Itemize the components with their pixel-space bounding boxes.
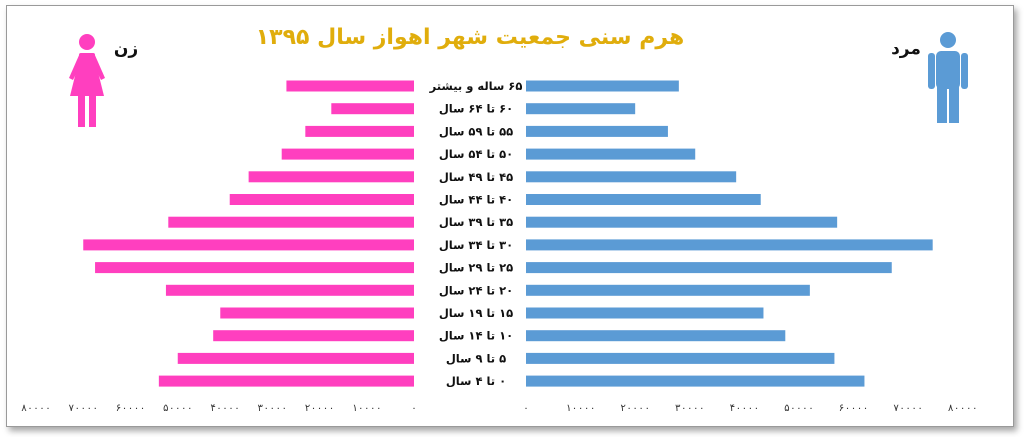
- female-bar: [83, 239, 414, 251]
- x-tick-label: ۸۰۰۰۰: [948, 403, 978, 414]
- x-tick-label: ۵۰۰۰۰: [784, 403, 814, 414]
- x-tick-label: ۸۰۰۰۰: [21, 403, 51, 414]
- female-bars: [83, 80, 414, 387]
- male-bar: [526, 375, 865, 387]
- category-label: ۶۵ ساله و بیشتر: [429, 79, 523, 94]
- x-tick-label: ۱۰۰۰۰: [352, 403, 382, 414]
- female-bar: [177, 352, 414, 364]
- man-icon: [928, 32, 968, 123]
- x-tick-label: ۰: [523, 403, 529, 414]
- male-series-label: مرد: [891, 39, 921, 59]
- female-bar: [220, 307, 414, 319]
- x-tick-label: ۶۰۰۰۰: [838, 403, 868, 414]
- female-axis-ticks: ۰ ۱۰۰۰۰ ۲۰۰۰۰ ۳۰۰۰۰ ۴۰۰۰۰ ۵۰۰۰۰ ۶۰۰۰۰ ۷۰۰۰۰ ۸۰۰۰…: [21, 403, 417, 414]
- category-label: ۲۵ تا ۲۹ سال: [439, 261, 513, 275]
- category-labels: ۶۵ ساله و بیشتر ۶۰ تا ۶۴ سال ۵۵ تا ۵۹ سال ۵…: [429, 79, 523, 388]
- male-bars: [526, 80, 933, 387]
- female-bar: [286, 80, 414, 92]
- male-bar: [526, 262, 892, 274]
- woman-icon: [69, 34, 105, 127]
- category-label: ۳۵ تا ۳۹ سال: [439, 215, 513, 229]
- x-tick-label: ۳۰۰۰۰: [257, 403, 287, 414]
- x-tick-label: ۴۰۰۰۰: [210, 403, 240, 414]
- male-bar: [526, 239, 933, 251]
- category-label: ۴۵ تا ۴۹ سال: [439, 170, 513, 184]
- male-bar: [526, 125, 668, 137]
- x-tick-label: ۷۰۰۰۰: [68, 403, 98, 414]
- category-label: ۵ تا ۹ سال: [446, 351, 506, 365]
- x-tick-label: ۳۰۰۰۰: [675, 403, 705, 414]
- female-bar: [168, 216, 414, 228]
- male-bar: [526, 148, 696, 160]
- chart-title: هرم سنی جمعیت شهر اهواز سال ۱۳۹۵: [256, 25, 685, 50]
- male-bar: [526, 352, 835, 364]
- x-tick-label: ۷۰۰۰۰: [893, 403, 923, 414]
- x-tick-label: ۱۰۰۰۰: [566, 403, 596, 414]
- female-series-label: زن: [114, 39, 138, 59]
- male-bar: [526, 330, 786, 342]
- category-label: ۳۰ تا ۳۴ سال: [439, 238, 513, 252]
- male-bar: [526, 284, 810, 296]
- chart-frame: [6, 5, 1014, 427]
- category-label: ۶۰ تا ۶۴ سال: [439, 102, 513, 116]
- category-label: ۱۵ تا ۱۹ سال: [439, 306, 513, 320]
- female-bar: [229, 194, 414, 205]
- category-label: ۲۰ تا ۲۴ سال: [439, 283, 513, 297]
- male-axis-ticks: ۰ ۱۰۰۰۰ ۲۰۰۰۰ ۳۰۰۰۰ ۴۰۰۰۰ ۵۰۰۰۰ ۶۰۰۰۰ ۷۰۰۰۰ ۸۰۰۰…: [523, 403, 978, 414]
- x-tick-label: ۴۰۰۰۰: [729, 403, 759, 414]
- male-bar: [526, 171, 737, 183]
- category-label: ۰ تا ۴ سال: [446, 374, 506, 388]
- male-bar: [526, 194, 761, 205]
- male-bar: [526, 216, 838, 228]
- x-tick-label: ۵۰۰۰۰: [163, 403, 193, 414]
- female-bar: [331, 103, 414, 115]
- category-label: ۴۰ تا ۴۴ سال: [439, 193, 513, 207]
- female-bar: [158, 375, 414, 387]
- female-bar: [165, 284, 414, 296]
- female-bar: [213, 330, 414, 342]
- category-label: ۵۵ تا ۵۹ سال: [439, 124, 513, 138]
- x-tick-label: ۲۰۰۰۰: [620, 403, 650, 414]
- female-bar: [305, 125, 414, 137]
- female-bar: [95, 262, 414, 274]
- x-tick-label: ۶۰۰۰۰: [115, 403, 145, 414]
- female-bar: [248, 171, 414, 183]
- male-bar: [526, 103, 636, 115]
- category-label: ۵۰ تا ۵۴ سال: [439, 147, 513, 161]
- x-tick-label: ۰: [411, 403, 417, 414]
- female-bar: [281, 148, 414, 160]
- category-label: ۱۰ تا ۱۴ سال: [439, 329, 513, 343]
- x-tick-label: ۲۰۰۰۰: [304, 403, 334, 414]
- male-bar: [526, 80, 679, 92]
- male-bar: [526, 307, 764, 319]
